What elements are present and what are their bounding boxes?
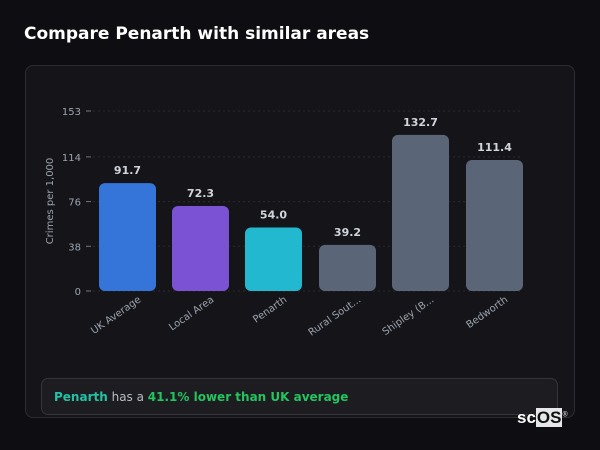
bar [99, 183, 156, 291]
summary-place: Penarth [54, 390, 108, 404]
bar-value-label: 54.0 [260, 208, 287, 221]
summary-box: Penarth has a 41.1% lower than UK averag… [41, 378, 558, 415]
y-tick-label: 38 [68, 242, 81, 253]
bar [172, 205, 229, 291]
y-tick-label: 0 [75, 287, 81, 298]
bar [466, 159, 523, 291]
x-tick-label: Local Area [167, 294, 216, 333]
x-tick-label: Rural Sout... [307, 294, 364, 338]
bar-value-label: 72.3 [187, 187, 214, 200]
x-tick-label: Bedworth [465, 294, 511, 331]
summary-text: has a [107, 390, 148, 404]
y-tick-label: 153 [62, 107, 81, 118]
summary-stat: 41.1% lower than UK average [147, 390, 349, 404]
bar-value-label: 111.4 [477, 141, 512, 154]
bar-value-label: 39.2 [334, 226, 361, 239]
bar [245, 227, 302, 291]
x-tick-label: UK Average [89, 294, 143, 336]
bar-value-label: 132.7 [403, 116, 438, 129]
x-tick-label: Penarth [251, 294, 289, 325]
scos-logo: scOS® [517, 408, 568, 427]
y-axis-label: Crimes per 1,000 [45, 158, 56, 245]
bar [392, 134, 449, 291]
page-title: Compare Penarth with similar areas [24, 24, 370, 44]
y-tick-label: 114 [62, 153, 81, 164]
bar-value-label: 91.7 [114, 164, 141, 177]
y-tick-label: 76 [68, 198, 81, 209]
x-tick-label: Shipley (B... [381, 294, 437, 338]
bar [319, 244, 376, 291]
